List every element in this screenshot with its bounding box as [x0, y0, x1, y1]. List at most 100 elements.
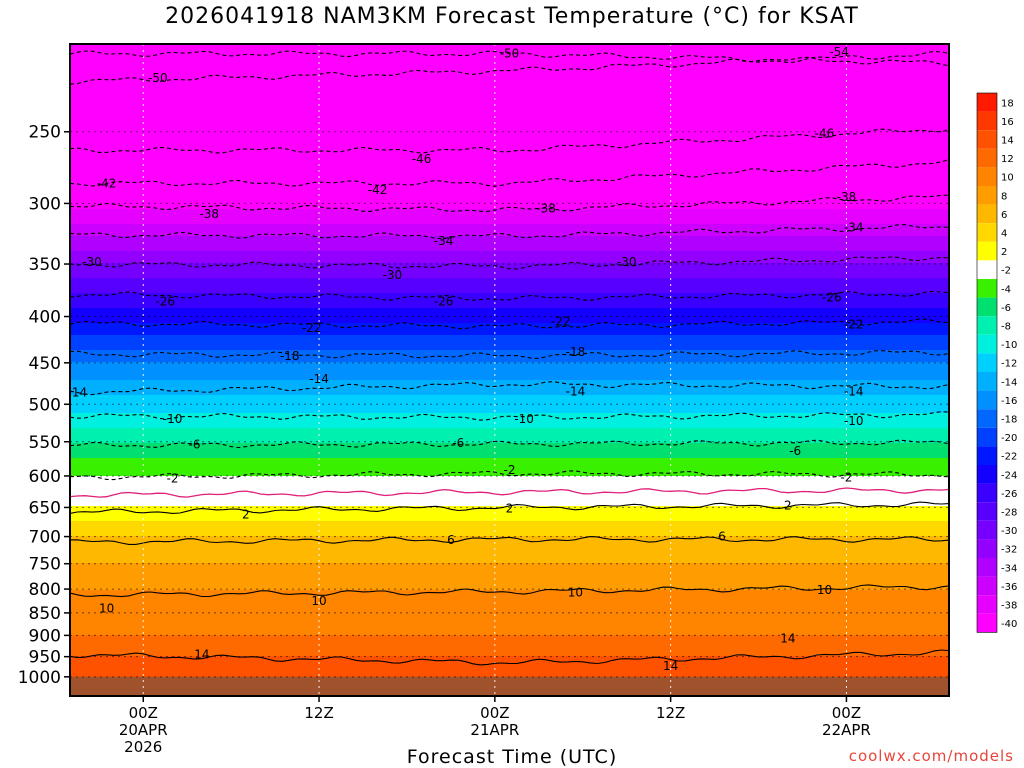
- temperature-band: [70, 557, 949, 561]
- contour-label: -46: [412, 152, 432, 166]
- contour-label: -14: [68, 385, 88, 399]
- x-tick-label: 12Z: [656, 704, 685, 722]
- temperature-band: [70, 461, 949, 465]
- colorbar-swatch: [977, 539, 997, 558]
- colorbar-swatch: [977, 390, 997, 410]
- contour-line: [70, 290, 949, 301]
- temperature-band: [70, 635, 949, 639]
- temperature-band: [70, 467, 949, 471]
- colorbar-tick-label: -14: [1001, 377, 1017, 388]
- temperature-band: [70, 281, 949, 285]
- x-tick-label: 12Z: [304, 704, 333, 722]
- contour-label: 2: [506, 502, 514, 516]
- y-tick-label: 350: [29, 255, 61, 275]
- temperature-band: [70, 368, 949, 372]
- temperature-band: [70, 476, 949, 480]
- colorbar-swatch: [977, 334, 997, 354]
- temperature-band: [70, 197, 949, 201]
- temperature-band: [70, 254, 949, 258]
- credit-link[interactable]: coolwx.com/models: [848, 747, 1014, 765]
- temperature-band: [70, 344, 949, 348]
- colorbar-tick-label: -16: [1001, 396, 1017, 407]
- contour-label: -2: [840, 470, 852, 484]
- temperature-band: [70, 572, 949, 576]
- x-tick-label: 2026: [124, 738, 162, 756]
- temperature-band: [70, 596, 949, 600]
- temperature-band: [70, 458, 949, 462]
- temperature-band: [70, 515, 949, 519]
- temperature-band: [70, 395, 949, 399]
- temperature-band: [70, 563, 949, 567]
- temperature-band: [70, 584, 949, 588]
- temperature-band: [70, 491, 949, 495]
- temperature-band: [70, 626, 949, 630]
- y-tick-label: 300: [29, 194, 61, 214]
- contour-line: [70, 50, 949, 67]
- temperature-band: [70, 479, 949, 483]
- colorbar-tick-label: -34: [1001, 563, 1017, 574]
- temperature-band: [70, 68, 949, 72]
- temperature-band: [70, 80, 949, 84]
- contour-label: 14: [780, 631, 795, 645]
- temperature-band: [70, 518, 949, 522]
- y-tick-label: 750: [29, 555, 61, 575]
- temperature-band: [70, 410, 949, 414]
- temperature-band: [70, 473, 949, 477]
- temperature-band: [70, 302, 949, 306]
- temperature-band: [70, 632, 949, 636]
- colorbar-swatch: [977, 465, 997, 484]
- contour-label: -14: [309, 372, 329, 386]
- colorbar-swatch: [977, 576, 997, 596]
- colorbar-tick-label: 10: [1001, 173, 1014, 184]
- temperature-band: [70, 434, 949, 438]
- contour-line: [70, 584, 949, 598]
- temperature-band: [70, 290, 949, 294]
- temperature-band: [70, 341, 949, 345]
- temperature-band: [70, 176, 949, 180]
- ground-fill: [70, 676, 949, 696]
- temperature-band: [70, 338, 949, 342]
- temperature-band: [70, 101, 949, 105]
- colorbar-tick-label: 6: [1001, 210, 1007, 221]
- y-tick-label: 700: [29, 528, 61, 548]
- colorbar-swatch: [977, 316, 997, 335]
- contour-label: 10: [817, 583, 832, 597]
- contour-lines: [70, 50, 949, 666]
- temperature-band: [70, 284, 949, 288]
- contour-label: -34: [434, 234, 454, 248]
- colorbar-swatch: [977, 520, 997, 540]
- temperature-band: [70, 62, 949, 66]
- y-tick-label: 450: [29, 354, 61, 374]
- temperature-band: [70, 428, 949, 432]
- contour-line: [70, 194, 949, 212]
- colorbar-swatch: [977, 130, 997, 149]
- contour-label: 6: [447, 533, 455, 547]
- temperature-band: [70, 509, 949, 513]
- contour-label: 14: [194, 648, 209, 662]
- temperature-band: [70, 134, 949, 138]
- y-tick-label: 250: [29, 123, 61, 143]
- temperature-band: [70, 86, 949, 90]
- contour-label: -10: [163, 412, 183, 426]
- temperature-band: [70, 65, 949, 69]
- temperature-band: [70, 269, 949, 273]
- temperature-band: [70, 257, 949, 261]
- colorbar-swatch: [977, 595, 997, 614]
- colorbar-swatch: [977, 148, 997, 168]
- temperature-band: [70, 620, 949, 624]
- temperature-band: [70, 650, 949, 654]
- temperature-band: [70, 617, 949, 621]
- temperature-band: [70, 260, 949, 264]
- temperature-band: [70, 305, 949, 309]
- contour-label: -30: [617, 255, 637, 269]
- contour-line: [70, 159, 949, 187]
- x-tick-label: 00Z: [480, 704, 509, 722]
- colorbar-swatch: [977, 502, 997, 521]
- temperature-band: [70, 263, 949, 267]
- colorbar-tick-label: 2: [1001, 247, 1007, 258]
- temperature-band: [70, 224, 949, 228]
- temperature-band: [70, 365, 949, 369]
- colorbar-swatch: [977, 446, 997, 465]
- colorbar-swatch: [977, 297, 997, 317]
- temperature-band: [70, 221, 949, 225]
